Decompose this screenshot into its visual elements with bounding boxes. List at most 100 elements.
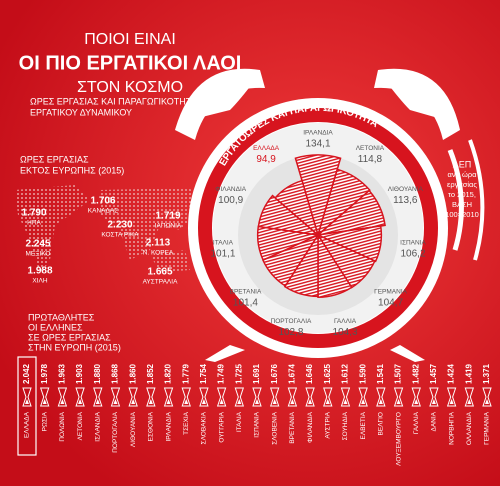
europe-value: 1.978: [40, 363, 49, 384]
map-country: ΧΙΛΗ: [32, 278, 47, 285]
map-country: ΗΠΑ: [27, 220, 41, 227]
hourglass: [128, 387, 138, 407]
europe-value: 1.860: [128, 363, 137, 384]
europe-value: 1.963: [57, 363, 66, 384]
hourglass: [93, 387, 103, 407]
hourglass: [464, 387, 475, 407]
europe-country: ΣΛΟΒΕΝΙΑ: [271, 411, 278, 444]
hourglass-sand: [485, 399, 489, 404]
hourglass: [305, 387, 315, 407]
europe-country: ΕΛΒΕΤΙΑ: [360, 411, 367, 439]
europe-value: 1.419: [464, 363, 473, 384]
hourglass: [340, 387, 351, 407]
europe-value: 1.749: [217, 363, 226, 384]
map-value: 2.230: [107, 220, 132, 231]
europe-value: 1.880: [93, 363, 102, 384]
hourglass-sand: [449, 399, 454, 404]
europe-country: ΔΑΝΙΑ: [431, 411, 438, 431]
note-line: ΑΕΠ: [453, 159, 472, 169]
europe-country: ΡΩΣΙΑ: [41, 411, 48, 431]
map-value: 1.665: [147, 267, 172, 278]
hourglass-sand: [237, 399, 242, 404]
europe-country: ΛΟΥΞΕΜΒΟΥΡΓΟ: [395, 412, 402, 466]
hourglass: [393, 387, 404, 407]
europe-country: ΣΛΟΒΑΚΙΑ: [201, 411, 208, 444]
europe-country: ΠΟΛΩΝΙΑ: [59, 411, 66, 441]
europe-value: 1.371: [482, 363, 491, 384]
rose-wedge: [315, 225, 383, 263]
hourglass-sand: [378, 399, 383, 404]
hourglass: [75, 387, 85, 407]
hourglass: [446, 387, 457, 407]
rose-wedge: [274, 179, 320, 238]
europe-value: 1.691: [252, 363, 261, 384]
hourglass: [110, 387, 121, 407]
hourglass-sand: [255, 399, 259, 404]
rose-wedge: [315, 189, 386, 237]
rose-wedge: [294, 154, 342, 238]
europe-country: ΛΕΤΟΝΙΑ: [77, 411, 84, 440]
map-value: 2.245: [25, 239, 50, 250]
map-country: Ν. ΚΟΡΕΑ: [143, 250, 174, 257]
map-title: ΕΚΤΟΣ ΕΥΡΩΠΗΣ (2015): [20, 165, 124, 175]
europe-value: 1.541: [376, 363, 385, 384]
rose-category: ΙΣΠΑΝΙΑ: [400, 239, 426, 246]
europe-value: 1.903: [75, 363, 84, 384]
rose-value-label: 101,1: [210, 248, 235, 259]
rose-category: ΠΟΡΤΟΓΑΛΙΑ: [271, 318, 312, 325]
rose-category: ΦΙΛΑΝΔΙΑ: [215, 186, 247, 193]
europe-title: ΣΤΗΝ ΕΥΡΩΠΗ (2015): [28, 342, 121, 352]
europe-country: ΕΛΛΑΔΑ: [24, 411, 31, 438]
europe-value: 1.820: [164, 363, 173, 384]
title-line: ΟΙ ΠΙΟ ΕΡΓΑΤΙΚΟΙ ΛΑΟΙ: [19, 52, 242, 74]
rose-category: ΕΛΛΑΔΑ: [253, 145, 280, 152]
rose-category: ΛΙΘΟΥΑΝΙΑ: [388, 186, 424, 193]
europe-value: 1.674: [287, 363, 296, 384]
hourglass-sand: [113, 399, 118, 404]
europe-value: 1.852: [146, 363, 155, 384]
note-line: εργασίας: [447, 180, 477, 189]
hourglass: [252, 387, 262, 407]
note-line: το 2015,: [448, 190, 476, 199]
title-line: ΣΤΟΝ ΚΟΣΜΟ: [77, 79, 183, 96]
world-map: [15, 185, 200, 275]
hourglass-sand: [131, 399, 136, 404]
europe-country: ΙΣΛΑΝΔΙΑ: [94, 411, 101, 441]
europe-value: 1.507: [394, 363, 403, 384]
europe-country: ΓΕΡΜΑΝΙΑ: [484, 411, 491, 445]
hourglass: [216, 387, 227, 407]
hourglass: [323, 387, 333, 407]
rose-value-label: 104,7: [378, 298, 403, 309]
hourglass-sand: [361, 399, 366, 404]
hourglass-sand: [78, 399, 83, 404]
europe-country: ΙΣΠΑΝΙΑ: [254, 411, 261, 437]
rose-wedge: [283, 232, 319, 298]
map-country: ΜΕΞΙΚΟ: [26, 251, 51, 258]
hourglass-sand: [308, 399, 313, 404]
rose-value-label: 94,9: [256, 154, 276, 165]
hourglass-sand: [42, 399, 47, 404]
europe-value: 1.779: [181, 363, 190, 384]
rose-wedge: [317, 232, 353, 298]
rose-value-label: 106,2: [401, 248, 426, 259]
hourglass-sand: [467, 399, 472, 404]
rose-wedge: [257, 194, 321, 237]
map-value: 2.113: [146, 238, 171, 249]
hourglass-sand: [166, 399, 171, 404]
hourglass: [181, 387, 191, 407]
hourglass: [199, 387, 209, 407]
europe-country: ΑΥΣΤΡΙΑ: [324, 411, 331, 438]
hourglass: [163, 387, 174, 407]
europe-value: 1.725: [234, 363, 243, 384]
hourglass-sand: [95, 399, 100, 404]
rose-category: ΛΕΤΟΝΙΑ: [356, 145, 385, 152]
hourglass-sand: [325, 399, 330, 404]
hourglass-sand: [272, 399, 277, 404]
europe-country: ΤΣΕΧΙΑ: [183, 411, 190, 434]
europe-country: ΠΟΡΤΟΓΑΛΙΑ: [112, 411, 119, 452]
europe-country: ΙΤΑΛΙΑ: [236, 411, 243, 432]
hourglass: [234, 387, 245, 407]
hourglass-sand: [201, 399, 206, 404]
map-country: ΙΑΠΩΝΙΑ: [155, 223, 182, 230]
